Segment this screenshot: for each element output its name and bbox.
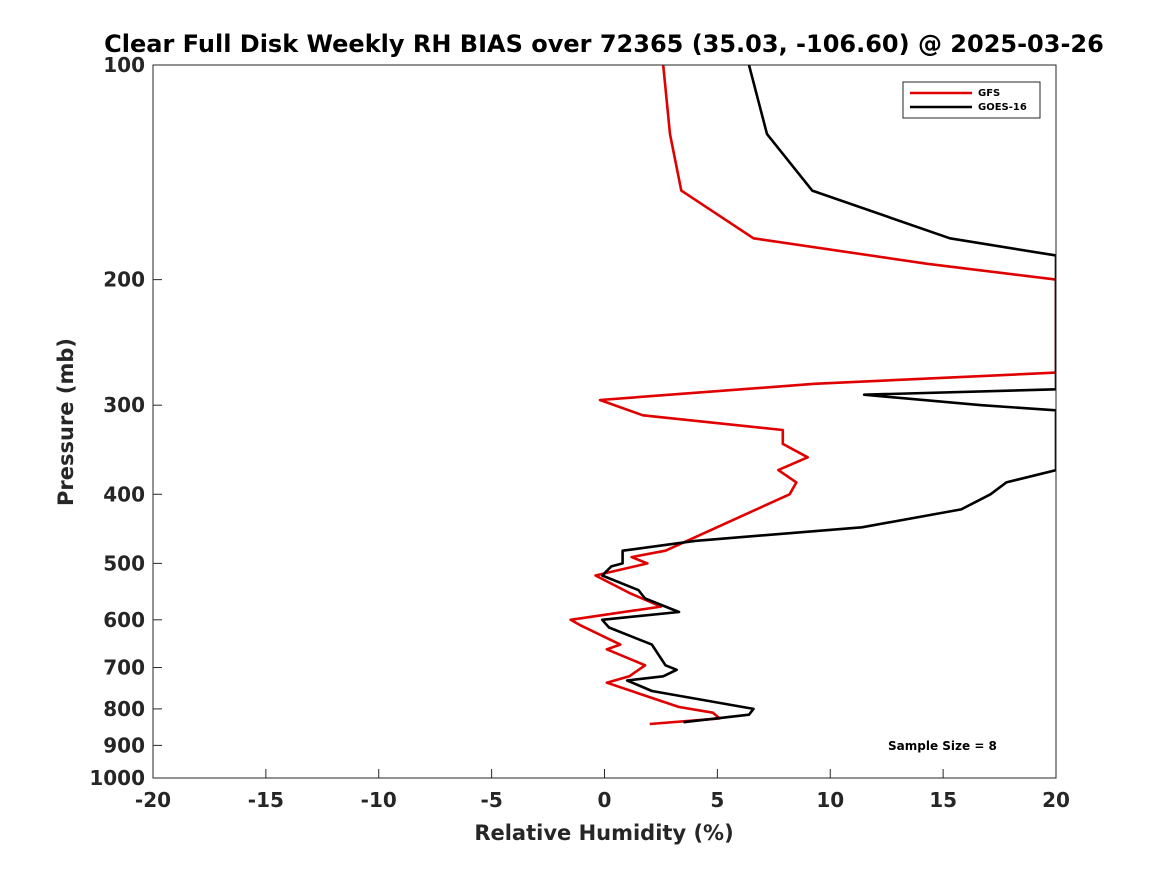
y-tick-label: 200 bbox=[103, 268, 145, 292]
x-tick-label: 15 bbox=[929, 788, 957, 812]
y-tick-label: 100 bbox=[103, 53, 145, 77]
plot-area bbox=[569, 65, 1056, 726]
sample-size-annotation: Sample Size = 8 bbox=[888, 739, 997, 753]
x-axis-label: Relative Humidity (%) bbox=[474, 821, 733, 845]
legend-label-goes16: GOES-16 bbox=[978, 102, 1027, 113]
y-tick-label: 1000 bbox=[89, 766, 145, 790]
x-tick-label: -20 bbox=[135, 788, 171, 812]
y-tick-label: 500 bbox=[103, 551, 145, 575]
y-tick-label: 900 bbox=[103, 733, 145, 757]
chart-title: Clear Full Disk Weekly RH BIAS over 7236… bbox=[104, 30, 1104, 58]
series-line-goes16 bbox=[600, 65, 1056, 724]
y-axis-label: Pressure (mb) bbox=[54, 338, 78, 506]
x-tick-label: 10 bbox=[816, 788, 844, 812]
y-tick-label: 800 bbox=[103, 697, 145, 721]
x-tick-label: -5 bbox=[481, 788, 503, 812]
x-tick-label: -15 bbox=[248, 788, 284, 812]
y-tick-label: 400 bbox=[103, 482, 145, 506]
x-tick-label: 20 bbox=[1042, 788, 1070, 812]
legend: GFS GOES-16 bbox=[902, 81, 1041, 119]
series-line-gfs bbox=[569, 65, 1056, 726]
x-tick-label: 0 bbox=[598, 788, 612, 812]
legend-box bbox=[902, 81, 1041, 119]
x-tick-label: 5 bbox=[710, 788, 724, 812]
y-tick-label: 600 bbox=[103, 608, 145, 632]
plot-frame bbox=[152, 64, 1057, 779]
x-tick-label: -10 bbox=[361, 788, 397, 812]
y-tick-label: 300 bbox=[103, 393, 145, 417]
y-axis: 100 200 300 400 500 600 700 800 900 1000 bbox=[89, 53, 162, 790]
legend-label-gfs: GFS bbox=[978, 88, 1000, 99]
x-axis: -20 -15 -10 -5 0 5 10 15 20 bbox=[135, 769, 1070, 812]
y-tick-label: 700 bbox=[103, 656, 145, 680]
